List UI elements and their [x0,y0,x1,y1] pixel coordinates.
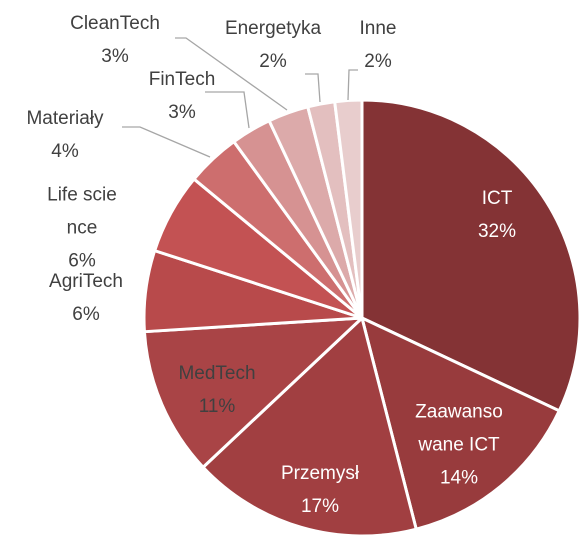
category-label: MedTech [178,363,256,384]
value-label: 3% [168,102,196,123]
slice-label: Przemysł 17% [260,457,380,523]
slice-label: Zaawansowane ICT 14% [409,396,509,495]
category-label: AgriTech [49,271,123,292]
value-label: 3% [101,46,129,67]
category-label: Zaawansowane ICT [415,401,503,456]
slice-label: MedTech 11% [157,357,277,423]
category-label: Inne [359,18,397,39]
value-label: 11% [198,396,236,417]
slice-label: Energetyka 2% [203,12,343,78]
value-label: 6% [68,250,96,272]
category-label: Energetyka [224,18,322,39]
value-label: 6% [72,304,100,325]
pie-slice [360,98,580,413]
slice-label: CleanTech 3% [45,7,185,73]
category-label: CleanTech [70,13,160,34]
value-label: 32% [477,221,517,242]
pie-slice [201,316,418,538]
slice-label: ICT 32% [437,182,557,248]
value-label: 2% [259,51,287,72]
value-label: 2% [364,51,392,72]
category-label: FinTech [148,69,216,90]
slice-label: Materiały 4% [0,102,135,168]
slice-label: Life science 6% [44,179,120,278]
leader-line [175,37,288,111]
leader-line [122,126,211,158]
slice-label: AgriTech 6% [26,265,146,331]
pie-slice [333,98,364,320]
value-label: 17% [300,496,340,517]
pie-slice [142,316,364,469]
leader-line [347,69,358,101]
value-label: 4% [51,141,79,162]
leader-line [205,91,250,129]
slice-label: FinTech 3% [122,63,242,129]
category-label: Life science [47,184,117,239]
pie-slice [360,316,561,531]
category-label: Materiały [26,108,104,129]
value-label: 14% [439,467,479,489]
category-label: ICT [481,188,513,209]
slice-label: Inne 2% [338,12,418,78]
leader-line [305,73,321,103]
category-label: Przemysł [280,463,360,484]
